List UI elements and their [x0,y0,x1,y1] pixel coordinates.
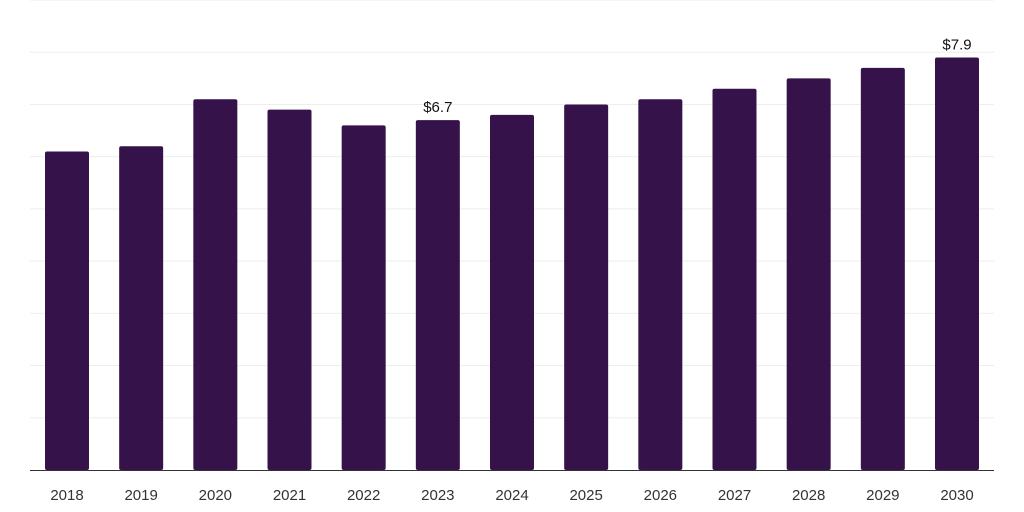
bar-2029 [860,67,905,470]
bar-2021 [267,109,312,471]
bar-2023 [415,120,460,470]
x-tick-label-2030: 2030 [940,487,973,504]
bar-2028 [786,78,831,470]
x-tick-label-2024: 2024 [495,487,528,504]
x-tick-label-2023: 2023 [421,487,454,504]
x-tick-label-2021: 2021 [273,487,306,504]
x-tick-label-2022: 2022 [347,487,380,504]
x-tick-label-2020: 2020 [199,487,232,504]
bars [45,57,979,471]
x-tick-label-2025: 2025 [569,487,602,504]
x-tick-label-2019: 2019 [124,487,157,504]
x-tick-label-2027: 2027 [718,487,751,504]
data-label-2030: $7.9 [942,36,971,53]
x-tick-label-2018: 2018 [50,487,83,504]
bar-2027 [712,88,757,471]
data-label-2023: $6.7 [423,99,452,116]
bar-2019 [119,146,164,470]
data-labels: $6.7 $7.9 [423,36,971,116]
bar-2024 [490,114,534,470]
bar-2030 [935,57,979,470]
x-tick-label-2026: 2026 [644,487,677,504]
bar-2025 [564,104,609,470]
x-tick-label-2029: 2029 [866,487,899,504]
bar-2022 [341,125,386,470]
bar-2020 [193,99,238,470]
x-tick-label-2028: 2028 [792,487,825,504]
bar-2026 [638,99,683,470]
x-axis-ticks: 2018 2019 2020 2021 2022 2023 2024 2025 2026 2027… [50,487,973,504]
bar-2018 [45,151,89,470]
